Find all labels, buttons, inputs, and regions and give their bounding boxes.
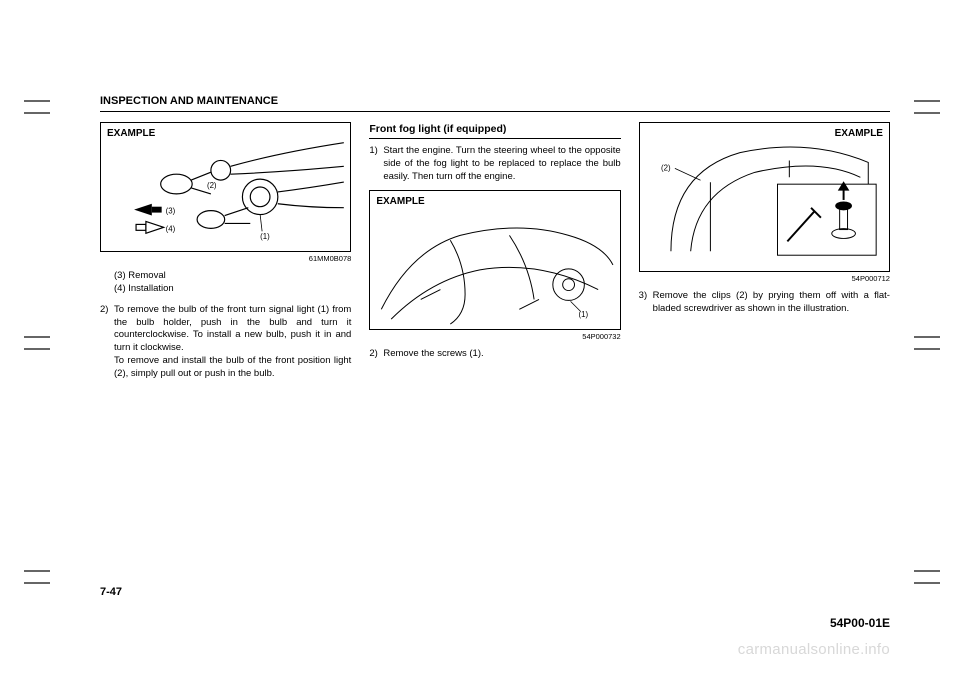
figure-2-svg: (1) [370, 191, 619, 329]
col3-step-3-body: Remove the clips (2) by prying them off … [653, 290, 890, 316]
col2-step-1-body: Start the engine. Turn the steering whee… [383, 145, 620, 183]
figure-2-id: 54P000732 [369, 332, 620, 342]
fig1-callout-2: (2) [207, 181, 217, 190]
fig1-callout-3: (3) [166, 207, 176, 216]
figure-1-svg: (2) (3) (4) (1) [101, 123, 350, 251]
col1-step-2: 2) To remove the bulb of the front turn … [100, 304, 351, 381]
col2-subheading: Front fog light (if equipped) [369, 122, 620, 139]
legend-3: (3) Removal [114, 270, 351, 283]
col1-step-2-num: 2) [100, 304, 114, 381]
figure-3-id: 54P000712 [639, 274, 890, 284]
section-header: INSPECTION AND MAINTENANCE [100, 95, 890, 107]
col3-step-3: 3) Remove the clips (2) by prying them o… [639, 290, 890, 316]
figure-3-frame: EXAMPLE [639, 122, 890, 272]
col2-step-2-body: Remove the screws (1). [383, 348, 620, 361]
header-rule [100, 111, 890, 112]
page-area: INSPECTION AND MAINTENANCE EXAMPLE [100, 95, 890, 585]
fig1-callout-4: (4) [166, 224, 176, 233]
document-id: 54P00-01E [830, 616, 890, 630]
column-2: Front fog light (if equipped) 1) Start t… [369, 122, 620, 387]
col2-step-1-num: 1) [369, 145, 383, 183]
col2-step-1: 1) Start the engine. Turn the steering w… [369, 145, 620, 183]
column-3: EXAMPLE [639, 122, 890, 387]
figure-2-frame: EXAMPLE (1) [369, 190, 620, 330]
watermark: carmanualsonline.info [738, 641, 890, 658]
figure-3-svg: (2) [640, 123, 889, 271]
col1-step-2-body: To remove the bulb of the front turn sig… [114, 304, 351, 381]
col2-step-2-num: 2) [369, 348, 383, 361]
page-number: 7-47 [100, 586, 122, 598]
fig3-callout-2: (2) [661, 163, 671, 172]
fig2-callout-1: (1) [579, 310, 589, 319]
col3-step-3-num: 3) [639, 290, 653, 316]
fig1-callout-1: (1) [260, 232, 270, 241]
legend-4: (4) Installation [114, 283, 351, 296]
figure-1-id: 61MM0B078 [100, 254, 351, 264]
column-1: EXAMPLE [100, 122, 351, 387]
columns: EXAMPLE [100, 122, 890, 387]
figure-1-legend: (3) Removal (4) Installation [114, 270, 351, 296]
figure-1-frame: EXAMPLE [100, 122, 351, 252]
col2-step-2: 2) Remove the screws (1). [369, 348, 620, 361]
